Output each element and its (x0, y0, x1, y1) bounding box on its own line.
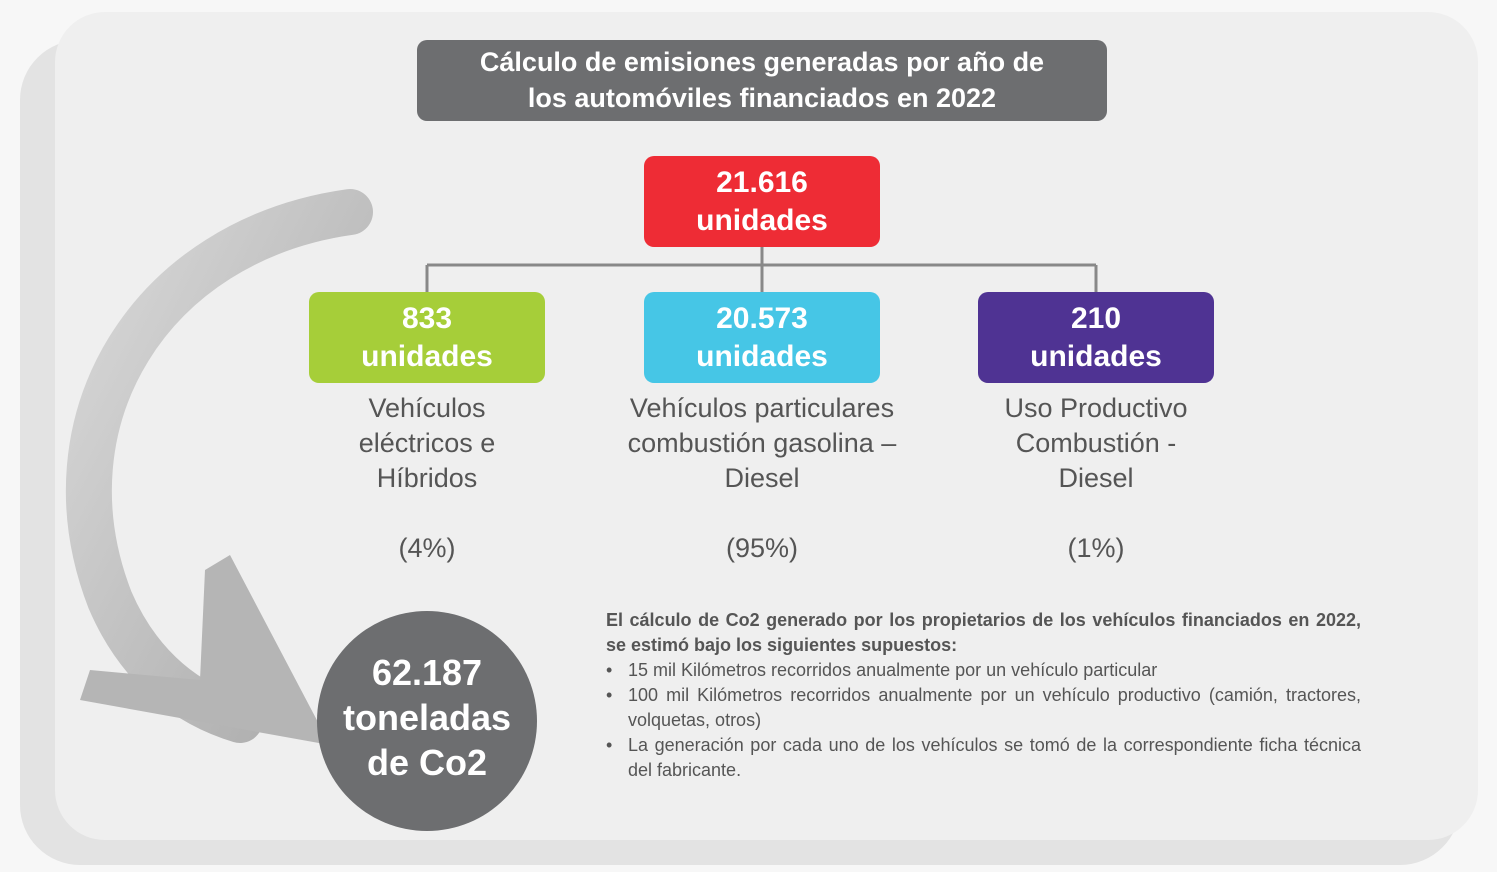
description-line: Diesel (926, 461, 1266, 496)
group-unit: unidades (978, 338, 1214, 376)
result: 62.187 toneladas de Co2 (317, 650, 537, 785)
result-line: toneladas (317, 695, 537, 740)
description-line: Vehículos (257, 391, 597, 426)
total-unit: unidades (644, 202, 880, 240)
note: La generación por cada uno de los vehícu… (628, 733, 1361, 783)
notes-heading: El cálculo de Co2 generado por los propi… (606, 608, 1361, 658)
description-line: Vehículos particulares (592, 391, 932, 426)
group-share: (1%) (926, 533, 1266, 564)
page: Cálculo de emisiones generadas por año d… (0, 0, 1497, 872)
title: Cálculo de emisiones generadas por año d… (417, 44, 1107, 116)
group-value: 210 (978, 300, 1214, 338)
group-value: 833 (309, 300, 545, 338)
description-line: Uso Productivo (926, 391, 1266, 426)
group-value: 20.573 (644, 300, 880, 338)
description-line: Diesel (592, 461, 932, 496)
description-line: Combustión - (926, 426, 1266, 461)
result-line: de Co2 (317, 740, 537, 785)
result-line: 62.187 (317, 650, 537, 695)
group-unit: unidades (644, 338, 880, 376)
title-line: los automóviles financiados en 2022 (417, 80, 1107, 116)
group-share: (4%) (257, 533, 597, 564)
description-line: eléctricos e (257, 426, 597, 461)
title-line: Cálculo de emisiones generadas por año d… (417, 44, 1107, 80)
notes-list: 15 mil Kilómetros recorridos anualmente … (606, 658, 1361, 783)
notes: El cálculo de Co2 generado por los propi… (606, 608, 1361, 783)
description-line: combustión gasolina – (592, 426, 932, 461)
total-value: 21.616 (644, 164, 880, 202)
description-line: Híbridos (257, 461, 597, 496)
note: 100 mil Kilómetros recorridos anualmente… (628, 683, 1361, 733)
total-box: 21.616 unidades (644, 156, 880, 247)
group-share: (95%) (592, 533, 932, 564)
note: 15 mil Kilómetros recorridos anualmente … (628, 658, 1361, 683)
group-unit: unidades (309, 338, 545, 376)
